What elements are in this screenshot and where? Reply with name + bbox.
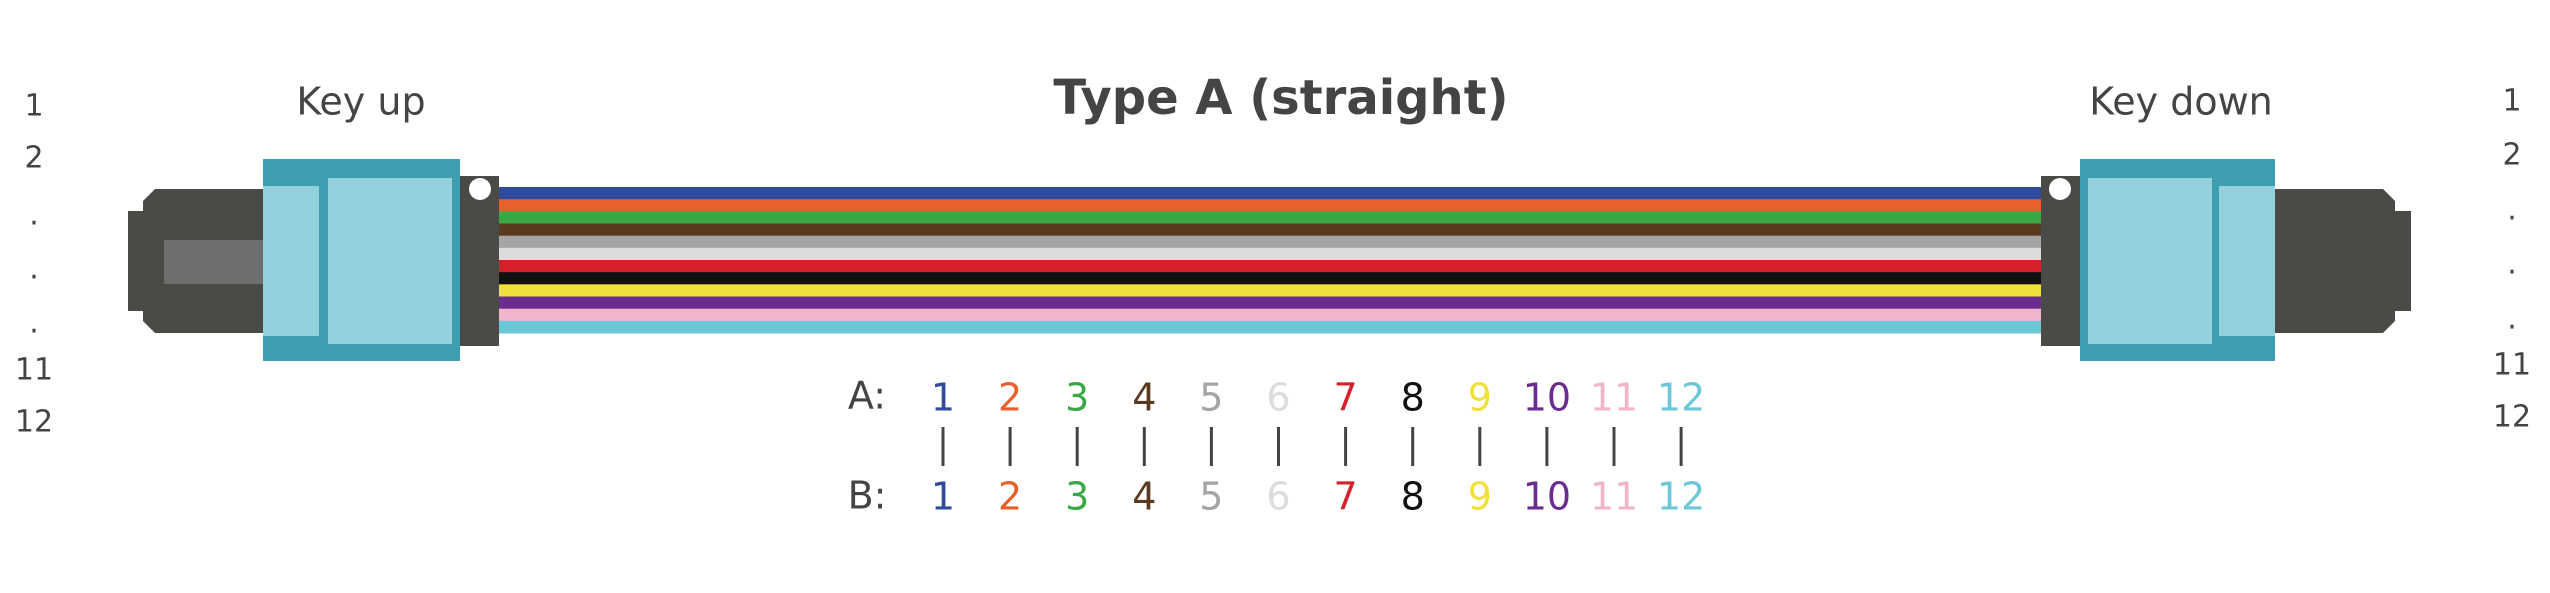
fiber-stripe <box>499 260 2041 273</box>
b-label: B: <box>848 474 887 518</box>
fiber-stripe <box>499 247 2041 261</box>
fiber-b: 3 <box>1065 475 1089 519</box>
right-pin: 1 <box>2502 84 2521 119</box>
fiber-b: 8 <box>1401 475 1425 519</box>
fiber-b: 2 <box>998 475 1022 519</box>
fiber-b: 5 <box>1199 475 1223 519</box>
fiber-stripe <box>499 320 2041 334</box>
fiber-b: 11 <box>1590 475 1638 519</box>
left-label: Key up <box>296 80 425 124</box>
right-pin: 2 <box>2502 138 2521 173</box>
fiber-b: 4 <box>1132 475 1156 519</box>
fiber-b: 6 <box>1266 475 1290 519</box>
fiber-a: 10 <box>1523 376 1571 420</box>
fiber-b: 9 <box>1468 475 1492 519</box>
right-pin: . <box>2507 302 2517 337</box>
left-pin: 1 <box>24 89 43 124</box>
fiber-b: 10 <box>1523 475 1571 519</box>
left-pin: 2 <box>24 141 43 176</box>
left-pin: 12 <box>15 405 53 440</box>
fiber-a: 4 <box>1132 376 1156 420</box>
right-pin: . <box>2507 193 2517 228</box>
fiber-a: 11 <box>1590 376 1638 420</box>
right-pin: 11 <box>2493 348 2531 383</box>
fiber-b: 7 <box>1334 475 1358 519</box>
fiber-stripe <box>499 308 2041 322</box>
left-pin: . <box>29 252 39 287</box>
fiber-a: 3 <box>1065 376 1089 420</box>
fiber-stripe <box>499 211 2041 224</box>
fiber-a: 12 <box>1657 376 1705 420</box>
fiber-stripe <box>499 296 2041 310</box>
right-label: Key down <box>2089 80 2273 124</box>
fiber-a: 6 <box>1266 376 1290 420</box>
left-connector <box>128 159 499 361</box>
fiber-a: 7 <box>1334 376 1358 420</box>
fiber-stripe <box>499 284 2041 297</box>
fiber-a: 1 <box>931 376 955 420</box>
fiber-b: 12 <box>1657 475 1705 519</box>
fiber-b: 1 <box>931 475 955 519</box>
fiber-stripe <box>499 272 2041 285</box>
fiber-a: 5 <box>1199 376 1223 420</box>
fiber-a: 2 <box>998 376 1022 420</box>
a-label: A: <box>848 374 886 418</box>
fiber-stripe <box>499 235 2041 249</box>
right-pin: . <box>2507 247 2517 282</box>
left-pin: . <box>29 198 39 233</box>
title: Type A (straight) <box>1053 70 1508 126</box>
left-pin: 11 <box>15 353 53 388</box>
fiber-a: 9 <box>1468 376 1492 420</box>
left-pin: . <box>29 306 39 341</box>
right-connector <box>2041 159 2411 361</box>
fiber-stripe <box>499 223 2041 237</box>
fiber-stripe <box>499 199 2041 212</box>
fiber-a: 8 <box>1401 376 1425 420</box>
right-pin: 12 <box>2493 400 2531 435</box>
fiber-stripe <box>499 187 2041 200</box>
cable <box>499 187 2041 334</box>
